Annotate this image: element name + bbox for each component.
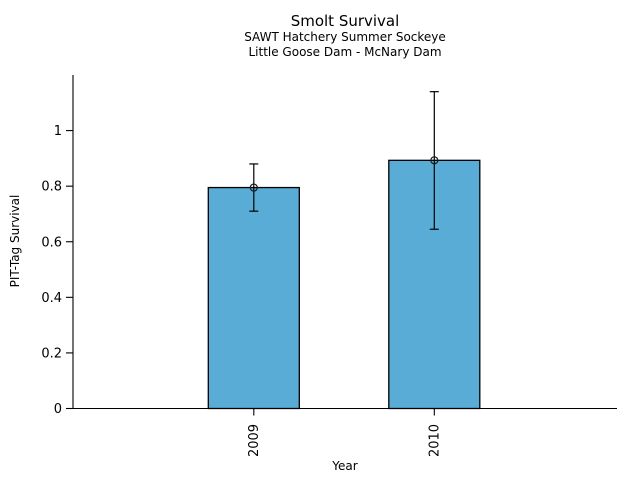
y-tick-label: 0.2	[41, 346, 62, 361]
y-tick-label: 0.6	[41, 235, 62, 250]
y-tick-label: 0.8	[41, 180, 62, 195]
chart-subtitle-1: SAWT Hatchery Summer Sockeye	[244, 30, 446, 44]
y-tick-label: 0.4	[41, 291, 62, 306]
x-tick-label: 2010	[428, 424, 443, 457]
bar-2009	[207, 186, 300, 410]
point-marker	[430, 156, 439, 165]
chart-subtitle-2: Little Goose Dam - McNary Dam	[248, 45, 442, 59]
y-tick-label: 0	[54, 402, 62, 417]
y-tick-label: 1	[54, 124, 62, 139]
x-tick-label: 2009	[247, 424, 262, 457]
y-axis-label: PIT-Tag Survival	[8, 194, 22, 288]
chart-title: Smolt Survival	[290, 12, 400, 30]
point-marker	[249, 183, 258, 192]
x-axis-label: Year	[332, 459, 358, 473]
